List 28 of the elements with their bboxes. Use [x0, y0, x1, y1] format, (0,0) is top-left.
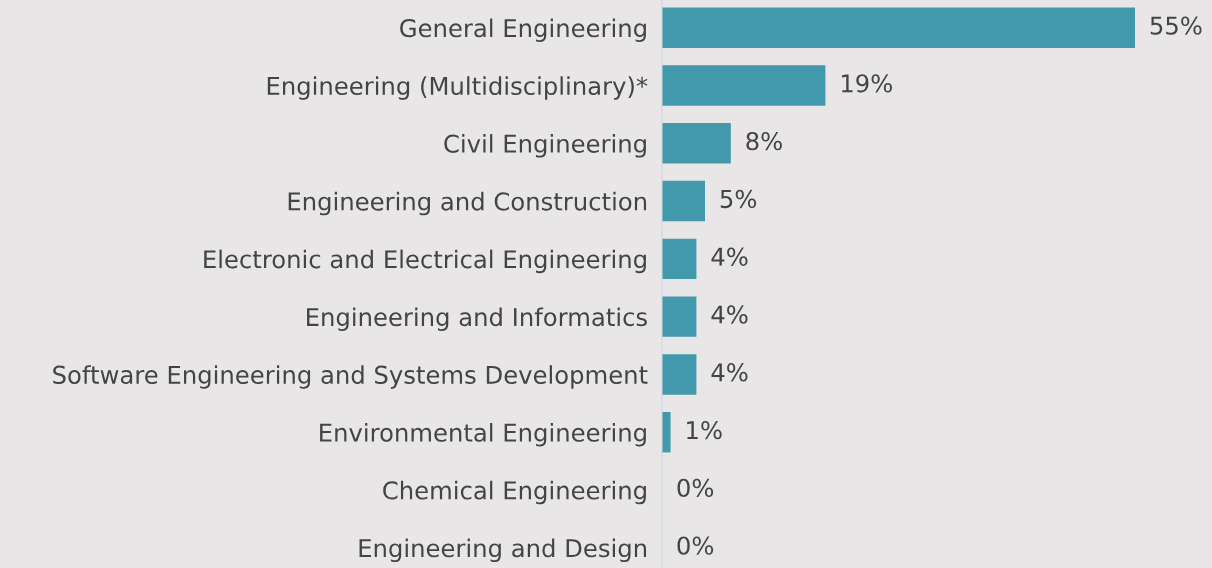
bar	[662, 411, 671, 453]
y-tick-label: Engineering and Construction	[288, 191, 647, 216]
bar	[662, 354, 697, 395]
y-tick-label: Engineering and Informatics	[307, 307, 647, 331]
y-tick-label: Electronic and Electrical Engineering	[204, 249, 646, 274]
bar	[662, 180, 705, 222]
bar	[662, 7, 1135, 48]
bar	[662, 65, 826, 106]
y-tick-label: General Engineering	[400, 18, 646, 43]
data-label: 1%	[687, 420, 722, 440]
y-tick-label: Environmental Engineering	[320, 422, 646, 447]
bar	[662, 238, 697, 280]
y-tick-label: Civil Engineering	[444, 134, 646, 158]
data-label: 0%	[677, 478, 714, 498]
data-label: 4%	[711, 305, 748, 324]
y-tick-label: Software Engineering and Systems Development	[53, 365, 648, 389]
data-label: 4%	[711, 363, 748, 382]
data-label: 4%	[711, 247, 748, 266]
data-label: 8%	[746, 131, 782, 151]
y-tick-label: Chemical Engineering	[383, 480, 646, 505]
data-label: 0%	[677, 536, 714, 555]
bar	[662, 296, 697, 337]
data-label: 5%	[720, 189, 757, 209]
y-tick-label: Engineering and Design	[359, 538, 647, 563]
data-label: 19%	[841, 74, 892, 93]
bar	[662, 123, 731, 164]
y-tick-label: Engineering (Multidisciplinary)*	[267, 76, 648, 100]
data-label: 55%	[1150, 16, 1202, 35]
